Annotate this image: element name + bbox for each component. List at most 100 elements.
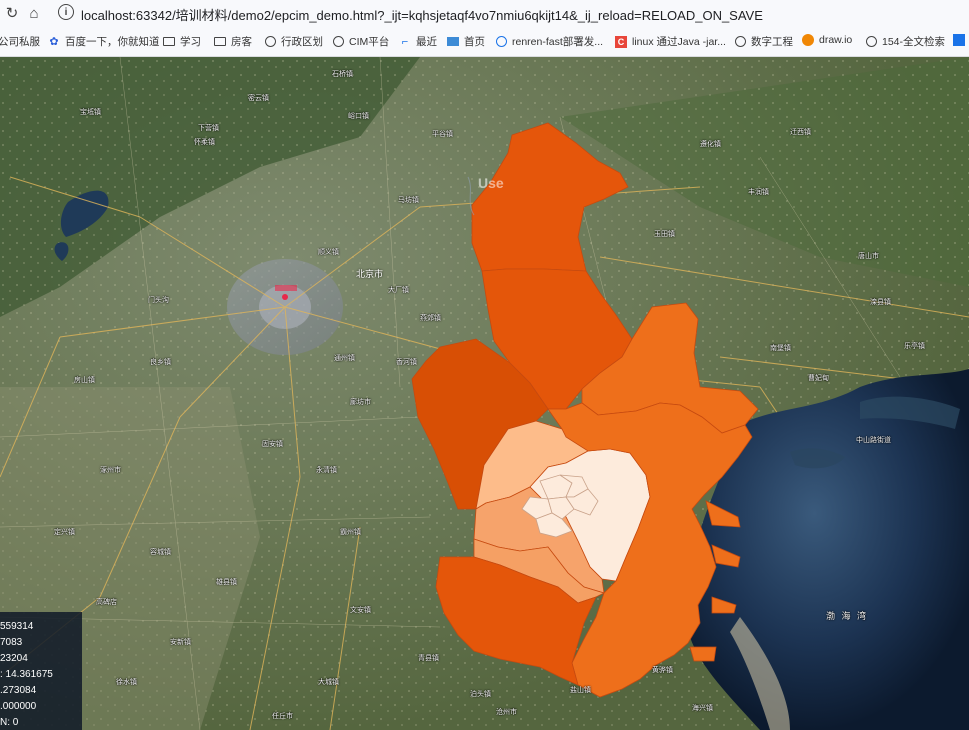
reservoir bbox=[54, 242, 69, 261]
bookmark-item[interactable]: draw.io bbox=[802, 34, 852, 46]
place-label: 遵化镇 bbox=[700, 141, 721, 148]
place-label: 文安镇 bbox=[350, 607, 371, 614]
overflow-bookmark-icon[interactable] bbox=[953, 34, 969, 46]
bookmark-label: 房客 bbox=[231, 36, 252, 48]
site-info-icon[interactable]: i bbox=[58, 4, 74, 20]
place-label: 廊坊市 bbox=[350, 399, 371, 406]
sea-label: 渤 海 湾 bbox=[826, 611, 869, 621]
bookmark-app-icon bbox=[953, 34, 965, 46]
aliyun-icon: ⌐ bbox=[401, 35, 409, 48]
bookmark-item[interactable]: ✿ 百度一下，你就知道 bbox=[48, 34, 160, 49]
address-bar[interactable]: ↻ ⌂ i localhost:63342/培训材料/demo2/epcim_d… bbox=[0, 0, 969, 26]
url-text[interactable]: localhost:63342/培训材料/demo2/epcim_demo.ht… bbox=[81, 8, 763, 23]
place-label: 任丘市 bbox=[272, 713, 293, 720]
place-label: 峪口镇 bbox=[348, 113, 369, 120]
place-label: 高碑店 bbox=[96, 599, 117, 606]
place-label: 容城镇 bbox=[150, 549, 171, 556]
globe-icon bbox=[496, 36, 507, 47]
map-view[interactable]: Use 北京市 渤 海 湾 宝坻镇 石桥镇 下营镇 大厂镇 平谷镇 马坊镇 峪口… bbox=[0, 57, 969, 730]
bookmark-item[interactable]: ⌐ 最近 bbox=[399, 34, 437, 49]
home-icon[interactable]: ⌂ bbox=[29, 4, 39, 22]
globe-icon bbox=[866, 36, 877, 47]
place-label: 固安镇 bbox=[262, 441, 283, 448]
coastal-flats bbox=[790, 448, 845, 469]
stat-line: 7083 bbox=[0, 637, 23, 648]
stat-line: .000000 bbox=[0, 701, 37, 712]
folder-icon bbox=[214, 37, 226, 46]
place-label: 沧州市 bbox=[496, 709, 517, 716]
place-label: 青县镇 bbox=[418, 655, 439, 662]
reload-icon[interactable]: ↻ bbox=[5, 5, 19, 22]
place-label: 迁西镇 bbox=[790, 129, 811, 136]
place-label: 安新镇 bbox=[170, 639, 191, 646]
central-urban-districts[interactable] bbox=[521, 474, 599, 538]
csdn-icon: C bbox=[615, 35, 627, 48]
bookmark-label: CIM平台 bbox=[349, 36, 390, 48]
place-label: 徐水镇 bbox=[116, 679, 137, 686]
place-label: 宝坻镇 bbox=[80, 109, 101, 116]
place-label: 涿州市 bbox=[100, 467, 121, 474]
coastal-flats bbox=[860, 396, 960, 429]
bookmark-label: linux 通过Java -jar... bbox=[632, 36, 726, 48]
district-binhai[interactable] bbox=[547, 402, 753, 698]
river bbox=[467, 176, 475, 216]
bookmark-label: 数字工程 bbox=[751, 36, 793, 48]
place-label: 大城镇 bbox=[318, 679, 339, 686]
tianjin-districts[interactable] bbox=[411, 122, 759, 698]
reservoir bbox=[60, 190, 109, 237]
bookmark-item[interactable]: 行政区划 bbox=[265, 34, 323, 49]
place-label: 燕郊镇 bbox=[420, 315, 441, 322]
bookmark-label: 学习 bbox=[180, 36, 201, 48]
place-label: 黄骅镇 bbox=[652, 667, 673, 674]
bookmark-item[interactable]: 数字工程 bbox=[735, 34, 793, 49]
place-label: 顺义镇 bbox=[318, 249, 339, 256]
bookmark-item[interactable]: renren-fast部署发... bbox=[496, 34, 603, 49]
place-label: 定兴镇 bbox=[54, 529, 75, 536]
stat-line: 23204 bbox=[0, 653, 28, 664]
place-label: 乐亭镇 bbox=[904, 343, 925, 350]
bookmark-item[interactable]: 公司私服 bbox=[0, 34, 40, 49]
district-hexi[interactable] bbox=[535, 512, 573, 538]
place-label: 丰润镇 bbox=[748, 189, 769, 196]
place-label: 怀柔镇 bbox=[194, 139, 215, 146]
stat-line: : 14.361675 bbox=[0, 669, 53, 680]
place-label: 通州镇 bbox=[334, 355, 355, 362]
globe-icon bbox=[265, 36, 276, 47]
district-jinghai[interactable] bbox=[435, 556, 597, 686]
district-port-pier[interactable] bbox=[689, 500, 741, 662]
bookmark-item[interactable]: 学习 bbox=[163, 34, 201, 49]
bookmark-label: 首页 bbox=[464, 36, 485, 48]
district-hedong[interactable] bbox=[565, 488, 599, 516]
place-label: 香河镇 bbox=[396, 359, 417, 366]
bookmark-item[interactable]: 房客 bbox=[214, 34, 252, 49]
place-label: 曹妃甸 bbox=[808, 375, 829, 382]
place-label: 玉田镇 bbox=[654, 231, 675, 238]
drawio-icon bbox=[802, 34, 814, 46]
district-heping[interactable] bbox=[547, 496, 575, 520]
bookmark-label: 公司私服 bbox=[0, 36, 40, 48]
stat-line: 559314 bbox=[0, 621, 34, 632]
place-label: 唐山市 bbox=[858, 253, 879, 260]
place-label: 门头沟 bbox=[148, 297, 169, 304]
place-label: 房山镇 bbox=[74, 377, 95, 384]
beijing-marker-icon[interactable] bbox=[282, 294, 288, 300]
bookmark-item[interactable]: 首页 bbox=[447, 34, 485, 49]
place-label: 雄县镇 bbox=[216, 579, 237, 586]
bookmark-item[interactable]: CIM平台 bbox=[333, 34, 389, 49]
place-label: 密云镇 bbox=[248, 95, 269, 102]
map-canvas[interactable] bbox=[0, 57, 969, 730]
page-icon bbox=[447, 37, 459, 46]
stats-panel: 559314 7083 23204 : 14.361675 .273084 .0… bbox=[0, 612, 82, 730]
place-label: 下营镇 bbox=[198, 125, 219, 132]
place-label: 大厂镇 bbox=[388, 287, 409, 294]
district-jizhou[interactable] bbox=[471, 122, 629, 272]
bookmark-item[interactable]: 154-全文检索 bbox=[866, 34, 945, 49]
bookmark-label: 行政区划 bbox=[281, 36, 323, 48]
place-label: 良乡镇 bbox=[150, 359, 171, 366]
overlay-use-label: Use bbox=[478, 175, 504, 191]
place-label: 泊头镇 bbox=[470, 691, 491, 698]
place-label: 霸州镇 bbox=[340, 529, 361, 536]
bookmark-label: 百度一下，你就知道 bbox=[65, 36, 160, 48]
bookmarks-bar: 公司私服 ✿ 百度一下，你就知道 学习 房客 行政区划 CIM平台 ⌐ 最近 首页 … bbox=[0, 26, 969, 57]
